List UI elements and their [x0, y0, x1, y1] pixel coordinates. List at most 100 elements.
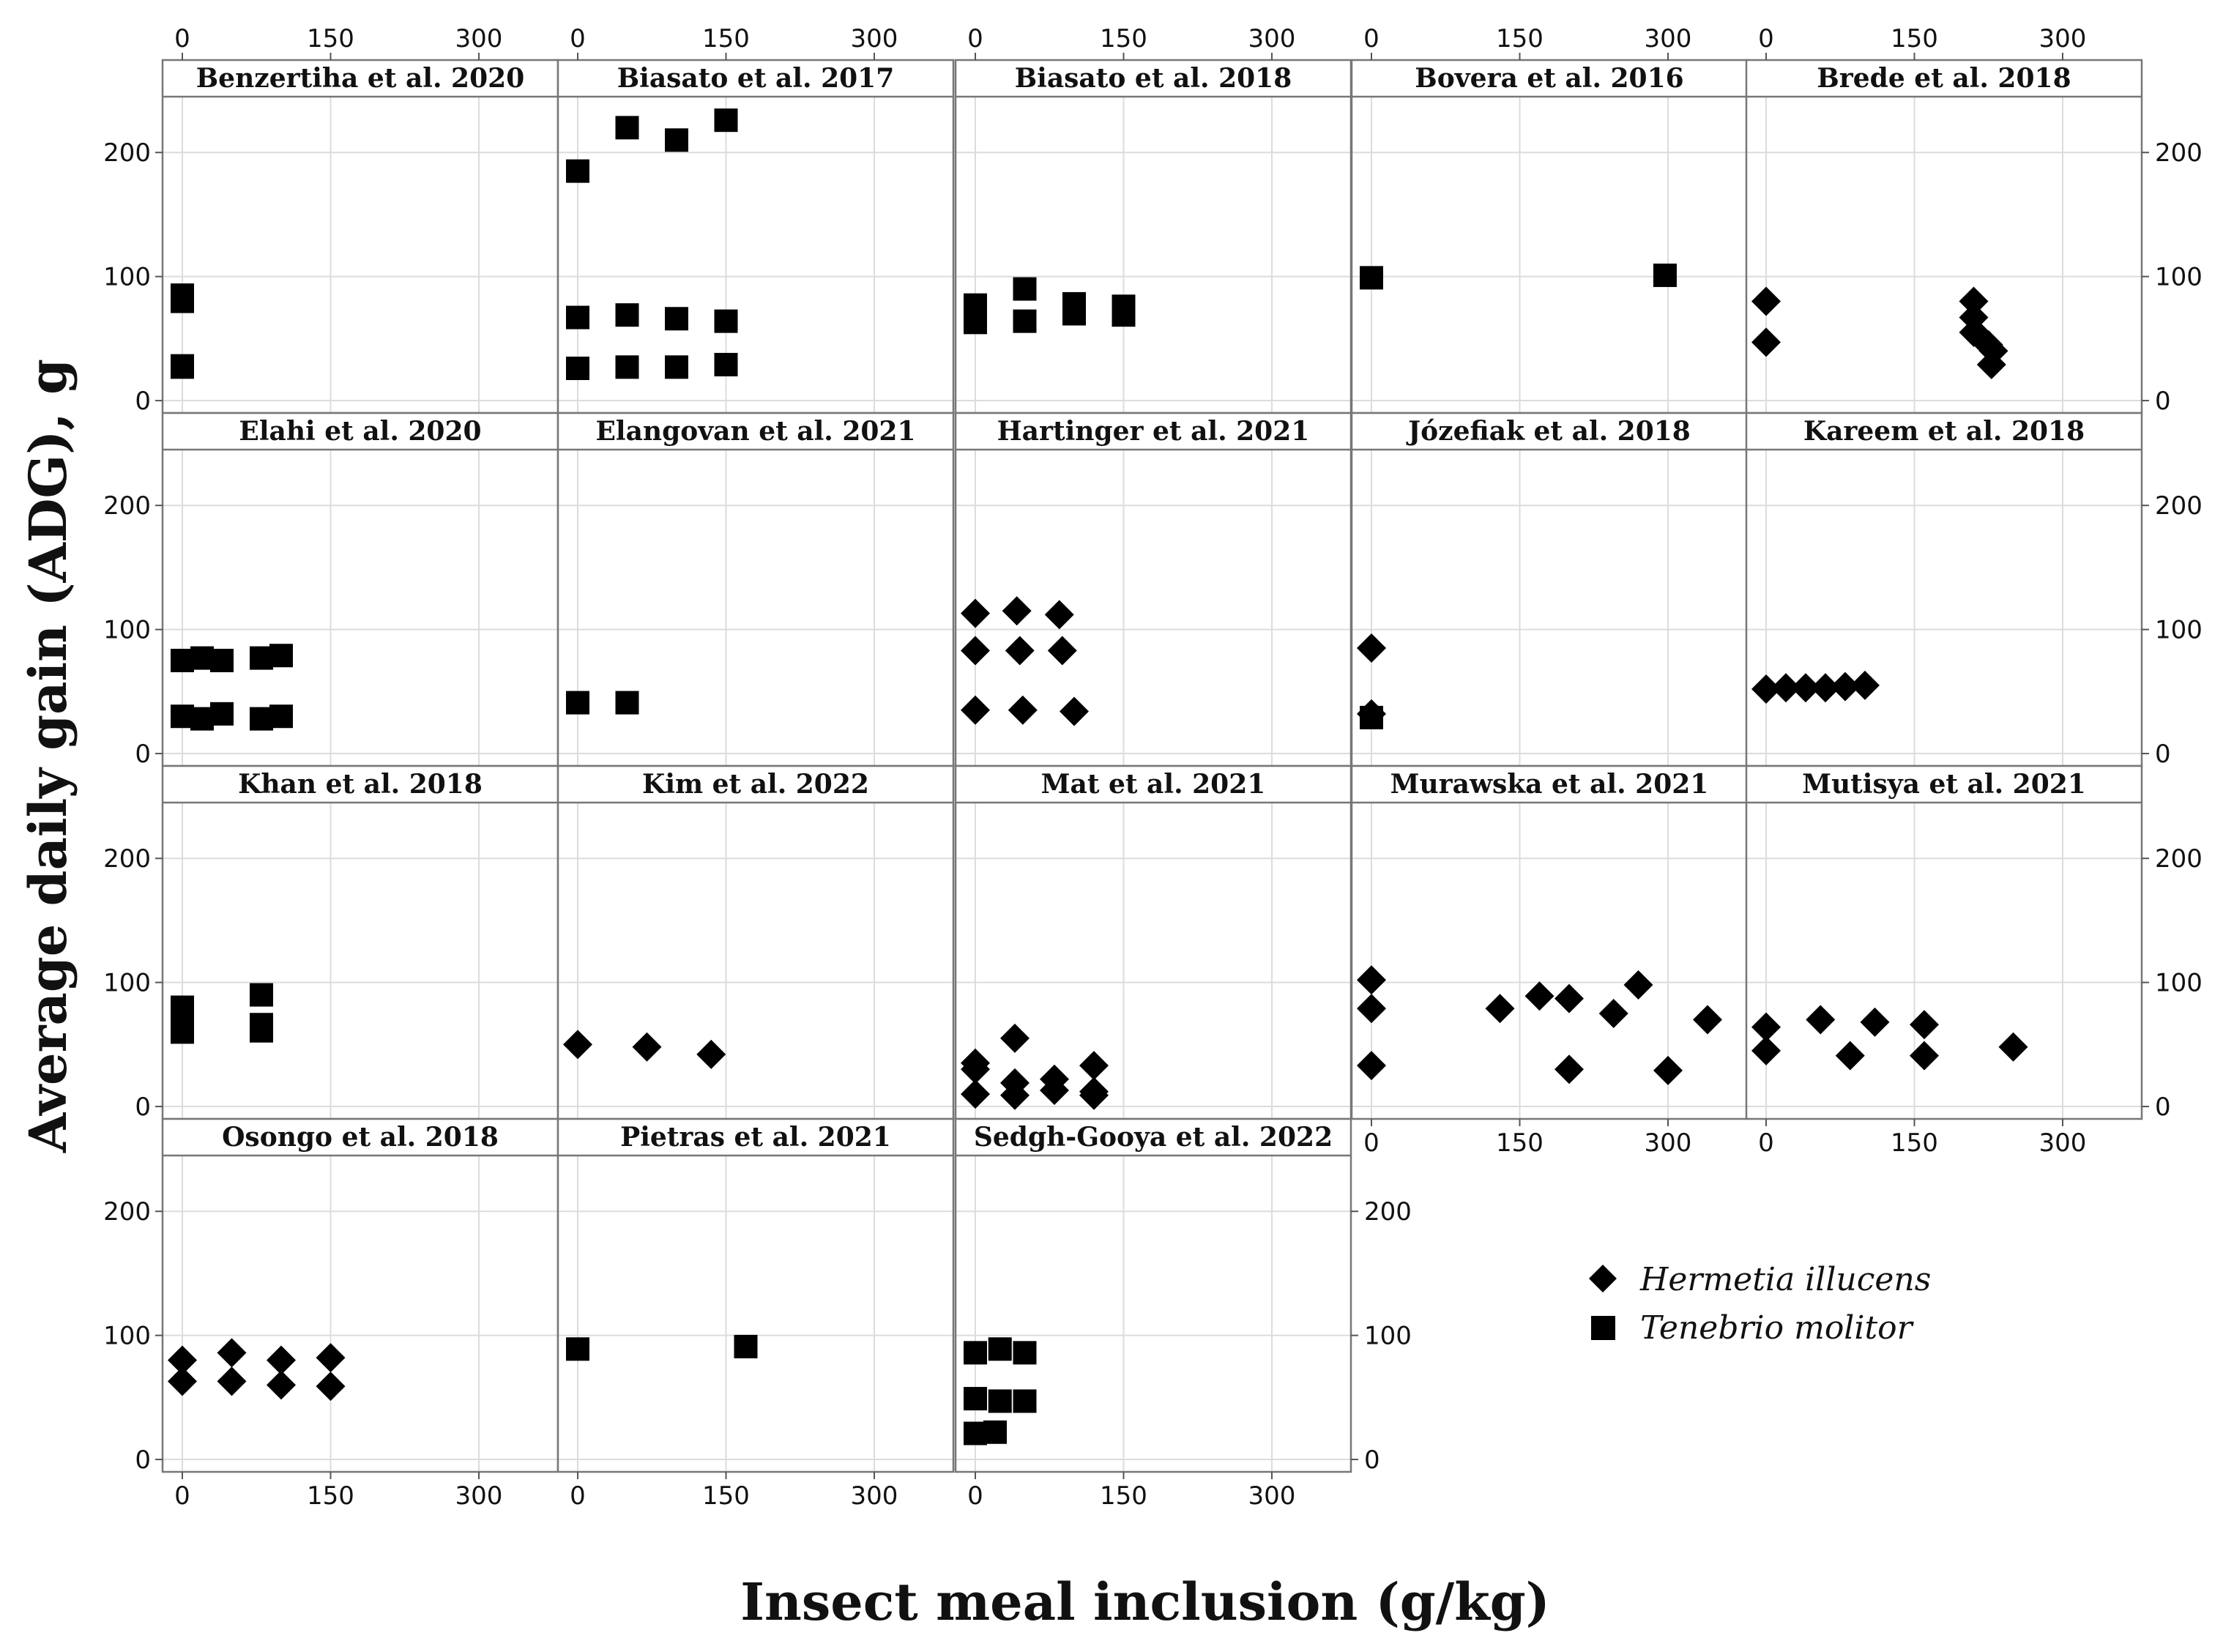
x-tick-label: 0	[570, 1481, 586, 1511]
y-tick-label: 200	[1364, 1197, 1412, 1227]
tenebrio-point	[1013, 277, 1037, 301]
hermetia-point	[563, 1030, 592, 1060]
tenebrio-point	[988, 1337, 1012, 1361]
axes-layer: 0 150 300 0 150 300 0 150 300 0 150 300 0 150 300 0 150 3…	[103, 24, 2203, 1511]
y-tick-label: 100	[2155, 263, 2203, 292]
hermetia-point	[961, 598, 990, 628]
hermetia-point	[1079, 1051, 1109, 1081]
x-tick-label: 300	[1248, 24, 1296, 53]
y-tick-label: 100	[2155, 616, 2203, 645]
panel-background	[1352, 413, 1747, 766]
panel-background	[163, 1119, 558, 1472]
hermetia-point	[1751, 1035, 1781, 1065]
x-tick-label: 150	[307, 24, 354, 53]
panel-title: Khan et al. 2018	[238, 769, 483, 800]
panel: Osongo et al. 2018	[161, 1117, 559, 1473]
y-tick-label: 200	[103, 1197, 151, 1227]
tenebrio-point	[210, 702, 234, 726]
tenebrio-point	[566, 159, 589, 183]
hermetia-point	[1835, 1041, 1865, 1071]
x-tick-label: 300	[455, 1481, 503, 1511]
x-tick-label: 150	[1100, 24, 1147, 53]
panel-background	[1746, 60, 2142, 413]
y-tick-label: 100	[103, 263, 151, 292]
panel-background	[163, 766, 558, 1119]
hermetia-point	[1524, 981, 1555, 1011]
tenebrio-point	[964, 1341, 987, 1365]
panel: Elahi et al. 2020	[161, 412, 559, 767]
x-tick-label: 0	[1758, 1128, 1774, 1158]
hermetia-point	[1000, 1023, 1029, 1053]
y-tick-label: 0	[1364, 1446, 1380, 1475]
y-tick-label: 0	[2155, 1093, 2171, 1122]
hermetia-point	[1751, 286, 1781, 316]
legend-square-icon	[1591, 1316, 1615, 1340]
y-tick-label: 0	[135, 387, 151, 416]
panel-title: Kim et al. 2022	[642, 769, 869, 800]
hermetia-point	[696, 1039, 726, 1069]
hermetia-point	[1653, 1055, 1683, 1085]
x-tick-label: 0	[1363, 24, 1380, 53]
hermetia-point	[1910, 1041, 1939, 1071]
tenebrio-point	[615, 355, 639, 379]
panel: Bovera et al. 2016	[1350, 59, 1749, 414]
hermetia-point	[1771, 673, 1801, 703]
panel-title: Benzertiha et al. 2020	[196, 63, 525, 94]
tenebrio-point	[964, 310, 987, 335]
panel-border	[954, 1117, 1352, 1473]
tenebrio-point	[250, 983, 273, 1007]
x-tick-label: 150	[702, 24, 750, 53]
x-tick-label: 150	[1891, 1128, 1938, 1158]
panel-title: Elangovan et al. 2021	[595, 416, 915, 447]
x-axis-title: Insect meal inclusion (g/kg)	[740, 1571, 1550, 1632]
hermetia-point	[1806, 1005, 1836, 1035]
tenebrio-point	[566, 1337, 589, 1361]
hermetia-point	[168, 1366, 197, 1396]
hermetia-point	[632, 1032, 662, 1062]
panel: Hartinger et al. 2021	[954, 412, 1352, 767]
hermetia-point	[1751, 674, 1781, 704]
panel-title: Sedgh-Gooya et al. 2022	[974, 1122, 1333, 1153]
tenebrio-point	[171, 289, 194, 313]
panel-background	[956, 766, 1351, 1119]
y-tick-label: 0	[2155, 387, 2171, 416]
hermetia-point	[1485, 994, 1515, 1024]
hermetia-point	[961, 695, 990, 725]
panel-background	[1352, 60, 1747, 413]
x-tick-label: 0	[967, 24, 983, 53]
panel-title: Mutisya et al. 2021	[1802, 769, 2086, 800]
panel-background	[1352, 766, 1747, 1119]
tenebrio-point	[1013, 1341, 1037, 1365]
hermetia-point	[168, 1345, 197, 1375]
y-axis-title: Average daily gain (ADG), g	[18, 359, 78, 1153]
panel-background	[558, 1119, 953, 1472]
x-tick-label: 300	[851, 24, 898, 53]
tenebrio-point	[1360, 266, 1383, 290]
tenebrio-point	[714, 108, 738, 133]
tenebrio-point	[1062, 302, 1086, 326]
hermetia-point	[1040, 1076, 1069, 1106]
panel-title: Elahi et al. 2020	[239, 416, 481, 447]
hermetia-point	[217, 1366, 247, 1396]
x-tick-label: 150	[1496, 24, 1544, 53]
panel: Józefiak et al. 2018	[1350, 412, 1749, 767]
y-tick-label: 200	[103, 138, 151, 168]
tenebrio-point	[1653, 263, 1677, 287]
x-tick-label: 300	[1645, 24, 1692, 53]
hermetia-point	[1008, 695, 1038, 725]
panel-title: Hartinger et al. 2021	[997, 416, 1310, 447]
y-tick-label: 0	[135, 1093, 151, 1122]
hermetia-point	[1976, 349, 2006, 379]
tenebrio-point	[250, 646, 273, 670]
panel-background	[1746, 766, 2142, 1119]
hermetia-point	[267, 1370, 296, 1400]
x-tick-label: 300	[2039, 24, 2087, 53]
x-tick-label: 0	[174, 1481, 190, 1511]
y-tick-label: 0	[135, 1446, 151, 1475]
panel: Biasato et al. 2017	[556, 59, 955, 414]
panel: Murawska et al. 2021	[1350, 764, 1781, 1120]
x-tick-label: 150	[1891, 24, 1938, 53]
tenebrio-point	[988, 1389, 1012, 1413]
tenebrio-point	[665, 307, 688, 331]
